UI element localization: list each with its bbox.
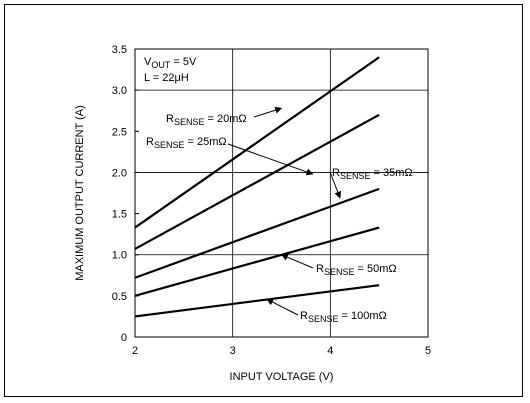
series-line-0	[134, 56, 380, 229]
series-label-2: RSENSE = 35mΩ	[332, 167, 413, 181]
y-tick-label: 0.5	[112, 291, 127, 303]
series-label-4: RSENSE = 100mΩ	[300, 310, 387, 324]
conditions-note: VOUT = 5V L = 22μH	[144, 56, 197, 84]
x-tick-label: 3	[230, 345, 236, 357]
series-label-0: RSENSE = 20mΩ	[166, 113, 247, 127]
plot-area	[134, 48, 429, 338]
y-tick-label: 0	[121, 332, 127, 344]
series-label-3: RSENSE = 50mΩ	[316, 263, 397, 277]
series-arrow-3	[280, 253, 314, 269]
x-axis-label: INPUT VOLTAGE (V)	[230, 371, 334, 383]
x-tick-label: 5	[425, 345, 431, 357]
series-arrows	[227, 106, 342, 316]
y-tick-label: 3.5	[112, 44, 127, 56]
series-labels: RSENSE = 20mΩ RSENSE = 25mΩ RSENSE = 35mΩ R…	[146, 113, 413, 324]
condition-line-1: L = 22μH	[144, 72, 189, 84]
condition-line-0: VOUT = 5V	[144, 56, 197, 70]
series-line-1	[134, 113, 380, 250]
grid	[135, 49, 428, 337]
y-axis-label: MAXIMUM OUTPUT CURRENT (A)	[74, 105, 86, 281]
series-arrow-0	[253, 106, 283, 118]
series-line-2	[134, 187, 380, 279]
series-line-3	[134, 226, 380, 297]
series-arrow-4	[266, 298, 299, 316]
y-tick-label: 2.0	[112, 167, 127, 179]
chart-frame	[4, 4, 523, 397]
y-tick-label: 3.0	[112, 85, 127, 97]
series-lines	[134, 56, 380, 318]
x-tick-labels: 2 3 4 5	[132, 345, 431, 357]
series-arrow-1	[227, 143, 314, 176]
x-tick-label: 2	[132, 345, 138, 357]
y-tick-labels: 0 0.5 1.0 1.5 2.0 2.5 3.0 3.5	[112, 44, 139, 344]
series-label-1: RSENSE = 25mΩ	[146, 136, 227, 150]
x-tick-label: 4	[327, 345, 333, 357]
y-tick-label: 2.5	[112, 126, 127, 138]
series-line-4	[134, 284, 380, 318]
y-tick-label: 1.0	[112, 250, 127, 262]
series-arrow-2	[329, 171, 342, 199]
y-tick-label: 1.5	[112, 209, 127, 221]
